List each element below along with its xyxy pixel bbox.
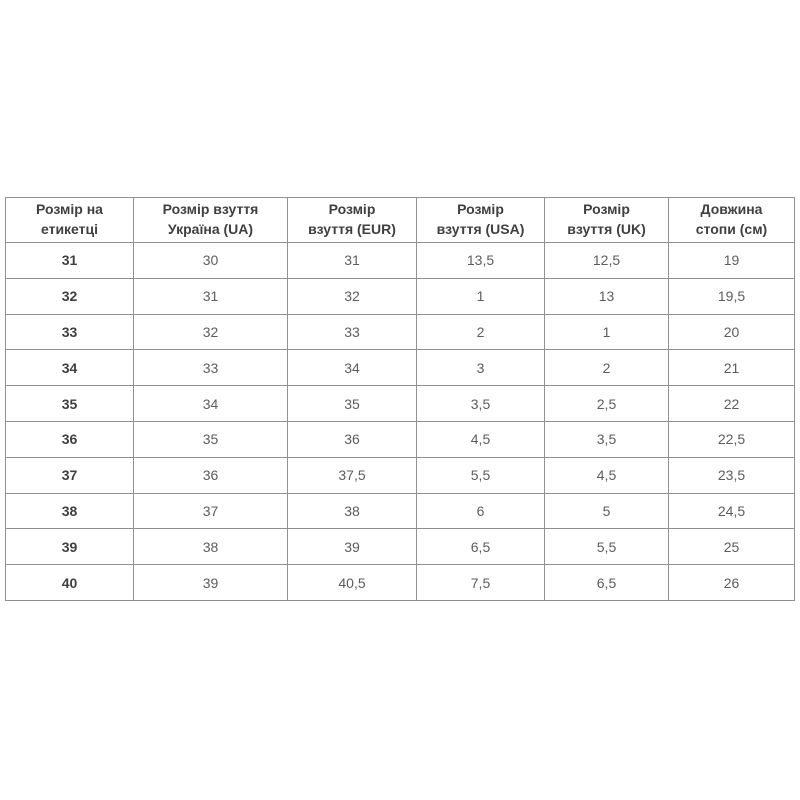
size-value-cell: 6,5 <box>544 564 669 601</box>
size-value-cell: 20 <box>668 313 795 351</box>
size-value-cell: 31 <box>133 277 288 315</box>
size-value-cell: 13 <box>544 277 669 315</box>
label-size-cell: 34 <box>5 349 134 387</box>
size-value-cell: 37,5 <box>287 456 417 494</box>
size-value-cell: 26 <box>668 564 795 601</box>
size-value-cell: 2,5 <box>544 385 669 422</box>
size-value-cell: 25 <box>668 528 795 566</box>
table-row: 34 33 34 3 2 21 <box>5 349 795 387</box>
size-value-cell: 3,5 <box>416 385 545 422</box>
size-value-cell: 38 <box>133 528 288 566</box>
size-value-cell: 5 <box>544 492 669 530</box>
size-value-cell: 36 <box>287 420 417 458</box>
size-value-cell: 31 <box>287 242 417 279</box>
table-row: 35 34 35 3,5 2,5 22 <box>5 385 795 422</box>
size-value-cell: 39 <box>287 528 417 566</box>
table-row: 32 31 32 1 13 19,5 <box>5 277 795 315</box>
table-row: 31 30 31 13,5 12,5 19 <box>5 242 795 279</box>
size-value-cell: 22,5 <box>668 420 795 458</box>
label-size-cell: 33 <box>5 313 134 351</box>
label-size-cell: 37 <box>5 456 134 494</box>
table-row: 33 32 33 2 1 20 <box>5 313 795 351</box>
size-value-cell: 1 <box>416 277 545 315</box>
size-value-cell: 5,5 <box>544 528 669 566</box>
label-size-cell: 38 <box>5 492 134 530</box>
size-value-cell: 33 <box>133 349 288 387</box>
size-value-cell: 33 <box>287 313 417 351</box>
size-value-cell: 30 <box>133 242 288 279</box>
size-value-cell: 37 <box>133 492 288 530</box>
header-line: етикетці <box>40 221 99 237</box>
size-value-cell: 1 <box>544 313 669 351</box>
col-header-label-size: Розмір на етикетці <box>5 197 134 243</box>
table-row: 38 37 38 6 5 24,5 <box>5 492 795 530</box>
size-value-cell: 39 <box>133 564 288 601</box>
header-line: Розмір на <box>36 201 103 218</box>
size-value-cell: 22 <box>668 385 795 422</box>
size-value-cell: 5,5 <box>416 456 545 494</box>
size-value-cell: 4,5 <box>544 456 669 494</box>
col-header-ua-size: Розмір взуття Україна (UA) <box>133 197 288 243</box>
size-value-cell: 36 <box>133 456 288 494</box>
header-line: Україна (UA) <box>167 221 254 237</box>
label-size-cell: 31 <box>5 242 134 279</box>
size-value-cell: 40,5 <box>287 564 417 601</box>
size-value-cell: 2 <box>544 349 669 387</box>
size-value-cell: 24,5 <box>668 492 795 530</box>
size-value-cell: 13,5 <box>416 242 545 279</box>
header-row: Розмір на етикетці Розмір взуття Україна… <box>5 197 795 243</box>
col-header-foot-length: Довжина стопи (см) <box>668 197 795 243</box>
size-value-cell: 3 <box>416 349 545 387</box>
header-line: взуття (USA) <box>436 221 525 237</box>
size-value-cell: 12,5 <box>544 242 669 279</box>
col-header-eur-size: Розмір взуття (EUR) <box>287 197 417 243</box>
size-value-cell: 35 <box>133 420 288 458</box>
label-size-cell: 35 <box>5 385 134 422</box>
size-value-cell: 2 <box>416 313 545 351</box>
size-value-cell: 7,5 <box>416 564 545 601</box>
label-size-cell: 36 <box>5 420 134 458</box>
size-value-cell: 35 <box>287 385 417 422</box>
size-value-cell: 19 <box>668 242 795 279</box>
size-value-cell: 23,5 <box>668 456 795 494</box>
size-value-cell: 19,5 <box>668 277 795 315</box>
header-line: Розмір <box>328 201 376 218</box>
table-row: 39 38 39 6,5 5,5 25 <box>5 528 795 566</box>
size-value-cell: 6,5 <box>416 528 545 566</box>
table-body: 31 30 31 13,5 12,5 19 32 31 32 1 13 19,5 33 32 33 2 1 20 3… <box>5 242 795 601</box>
size-value-cell: 3,5 <box>544 420 669 458</box>
size-value-cell: 34 <box>133 385 288 422</box>
label-size-cell: 40 <box>5 564 134 601</box>
header-line: Розмір <box>457 201 504 218</box>
header-line: Розмір взуття <box>162 201 259 218</box>
header-line: стопи (см) <box>695 221 768 237</box>
size-value-cell: 38 <box>287 492 417 530</box>
size-value-cell: 21 <box>668 349 795 387</box>
table-header: Розмір на етикетці Розмір взуття Україна… <box>5 197 795 243</box>
table-row: 36 35 36 4,5 3,5 22,5 <box>5 420 795 458</box>
col-header-uk-size: Розмір взуття (UK) <box>544 197 669 243</box>
size-value-cell: 34 <box>287 349 417 387</box>
size-value-cell: 32 <box>133 313 288 351</box>
header-line: взуття (EUR) <box>308 221 396 237</box>
label-size-cell: 32 <box>5 277 134 315</box>
size-value-cell: 6 <box>416 492 545 530</box>
header-line: взуття (UK) <box>567 221 646 237</box>
header-line: Довжина <box>700 201 763 218</box>
header-line: Розмір <box>583 201 630 218</box>
size-value-cell: 4,5 <box>416 420 545 458</box>
table-row: 37 36 37,5 5,5 4,5 23,5 <box>5 456 795 494</box>
table-row: 40 39 40,5 7,5 6,5 26 <box>5 564 795 601</box>
col-header-usa-size: Розмір взуття (USA) <box>416 197 545 243</box>
shoe-size-conversion-table: Розмір на етикетці Розмір взуття Україна… <box>5 197 795 601</box>
label-size-cell: 39 <box>5 528 134 566</box>
size-value-cell: 32 <box>287 277 417 315</box>
